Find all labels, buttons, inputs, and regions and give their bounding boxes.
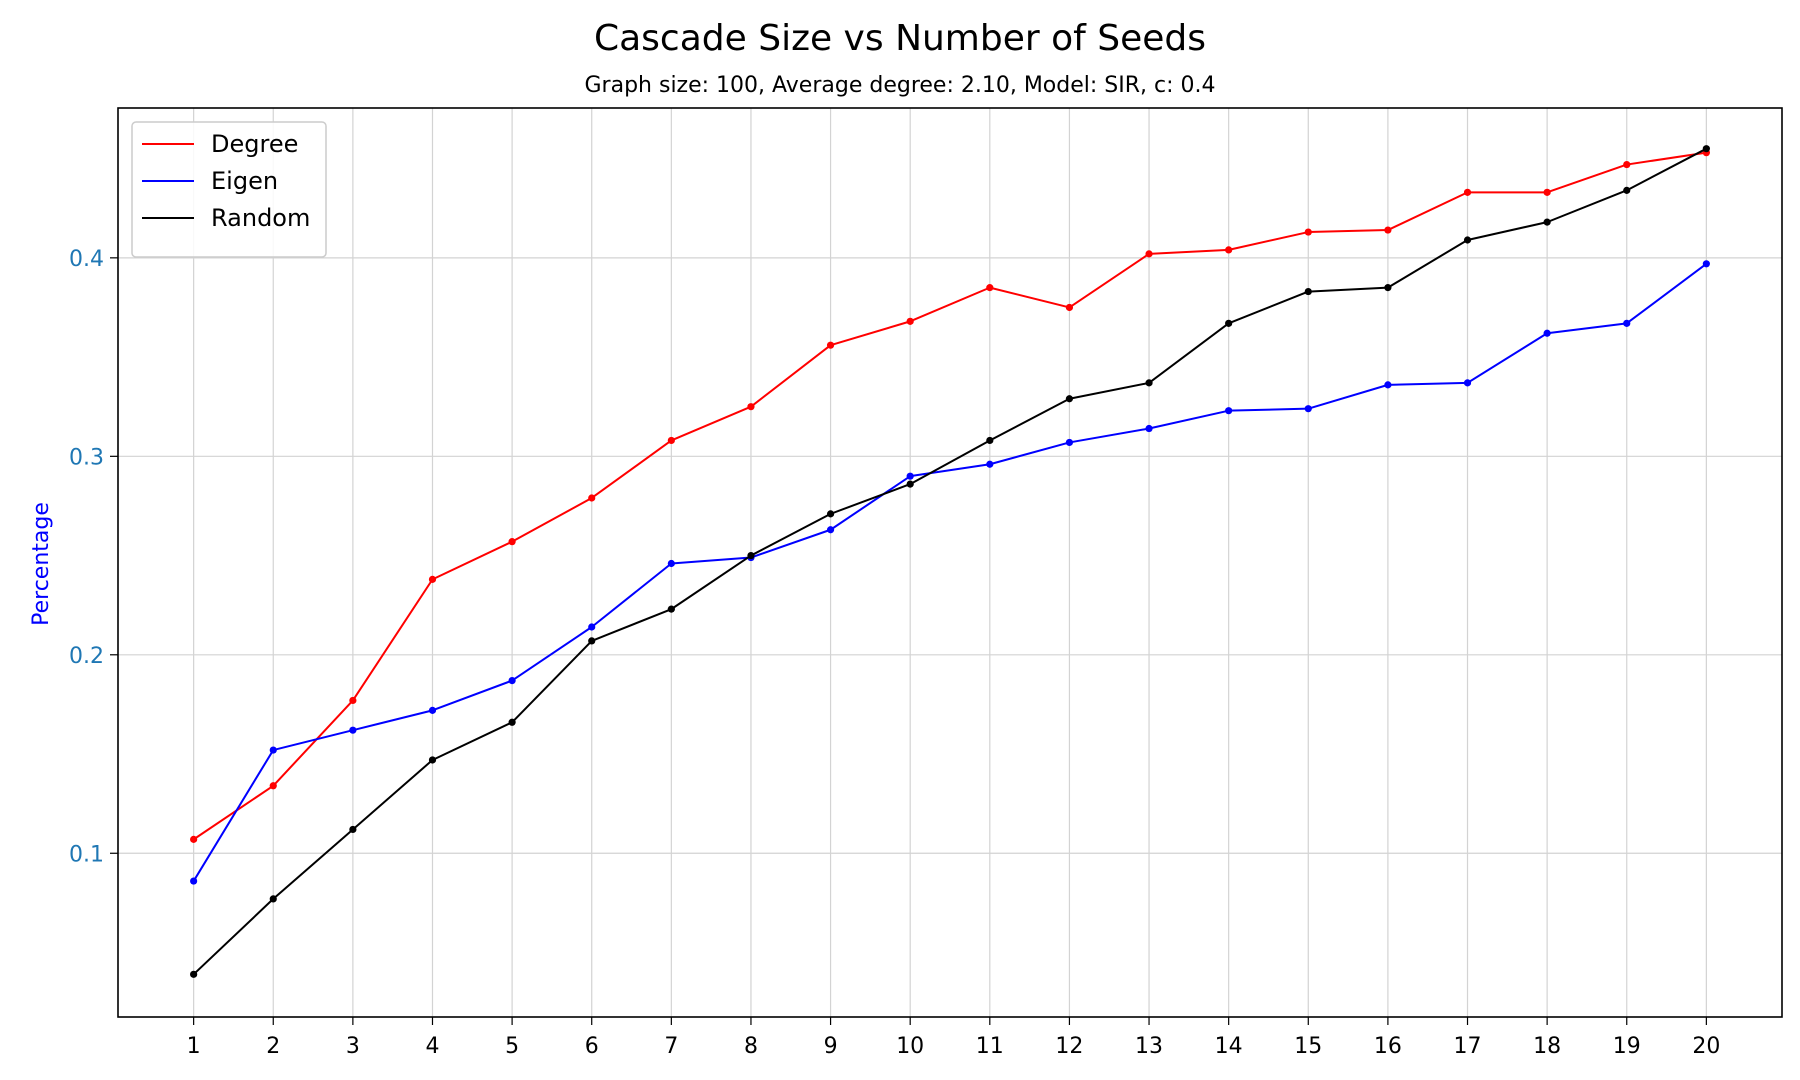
legend-label-eigen: Eigen bbox=[211, 167, 278, 195]
data-point-random bbox=[1304, 287, 1312, 296]
x-tick-label: 18 bbox=[1533, 1034, 1561, 1059]
data-point-random bbox=[826, 510, 835, 518]
data-point-eigen bbox=[269, 746, 277, 754]
legend-box bbox=[131, 121, 327, 258]
data-point-eigen bbox=[588, 623, 596, 631]
x-tick-label: 4 bbox=[425, 1034, 439, 1059]
data-point-degree bbox=[906, 317, 914, 325]
legend-label-random: Random bbox=[211, 204, 310, 232]
x-tick-label: 7 bbox=[664, 1034, 678, 1059]
data-point-degree bbox=[588, 494, 596, 502]
data-point-degree bbox=[1623, 160, 1631, 169]
data-point-degree bbox=[1225, 246, 1233, 254]
x-tick-label: 13 bbox=[1135, 1034, 1163, 1059]
data-point-random bbox=[588, 637, 596, 645]
data-point-degree bbox=[428, 575, 437, 583]
data-point-random bbox=[1623, 186, 1631, 194]
x-tick-label: 14 bbox=[1215, 1034, 1243, 1059]
x-tick-label: 20 bbox=[1692, 1034, 1720, 1059]
legend-label-degree: Degree bbox=[211, 130, 298, 158]
data-point-random bbox=[1145, 379, 1153, 387]
data-point-eigen bbox=[428, 706, 437, 714]
data-point-eigen bbox=[1623, 319, 1631, 327]
data-point-random bbox=[428, 756, 437, 764]
data-point-random bbox=[1702, 145, 1710, 153]
data-point-random bbox=[1384, 284, 1392, 292]
data-point-random bbox=[1543, 218, 1551, 226]
data-point-eigen bbox=[1145, 424, 1153, 433]
data-point-eigen bbox=[986, 460, 994, 468]
data-point-random bbox=[1065, 395, 1074, 403]
y-axis-label: Percentage bbox=[29, 502, 54, 626]
y-tick-label: 0.2 bbox=[69, 644, 104, 669]
x-tick-label: 15 bbox=[1294, 1034, 1322, 1059]
data-point-eigen bbox=[349, 726, 357, 734]
plot-frame bbox=[117, 107, 1783, 1018]
axes: 1 2 3 4 5 6 7 8 9 10 11 12 13 14 15 16 17 18 19 200.10.20.3… bbox=[69, 107, 1783, 1059]
data-point-random bbox=[986, 436, 994, 445]
series-line-eigen bbox=[192, 262, 1707, 882]
data-point-degree bbox=[1065, 303, 1074, 312]
data-point-eigen bbox=[1304, 405, 1312, 413]
data-point-degree bbox=[1304, 228, 1312, 236]
legend: Degree Eigen Random bbox=[131, 121, 327, 258]
chart-title: Cascade Size vs Number of Seeds bbox=[594, 18, 1206, 59]
data-point-random bbox=[1463, 236, 1472, 244]
data-series bbox=[190, 145, 1710, 978]
y-tick-label: 0.3 bbox=[69, 445, 104, 470]
x-tick-label: 9 bbox=[824, 1034, 838, 1059]
data-point-degree bbox=[1145, 250, 1153, 258]
data-point-random bbox=[269, 895, 277, 903]
data-point-eigen bbox=[190, 877, 198, 885]
chart-subtitle: Graph size: 100, Average degree: 2.10, M… bbox=[585, 73, 1216, 98]
data-point-eigen bbox=[1543, 329, 1551, 337]
data-point-degree bbox=[508, 538, 516, 546]
data-point-eigen bbox=[667, 559, 675, 568]
data-point-degree bbox=[986, 284, 994, 292]
data-point-degree bbox=[1463, 188, 1472, 196]
x-tick-label: 19 bbox=[1613, 1034, 1641, 1059]
series-line-random bbox=[192, 147, 1707, 976]
data-point-degree bbox=[747, 403, 755, 411]
data-point-random bbox=[906, 480, 914, 488]
data-point-random bbox=[747, 551, 755, 560]
data-point-random bbox=[349, 825, 357, 834]
x-tick-label: 2 bbox=[266, 1034, 280, 1059]
y-tick-label: 0.4 bbox=[69, 247, 104, 272]
data-point-eigen bbox=[1225, 407, 1233, 415]
x-tick-label: 12 bbox=[1055, 1034, 1083, 1059]
x-tick-label: 17 bbox=[1454, 1034, 1482, 1059]
data-point-random bbox=[190, 970, 198, 978]
data-point-eigen bbox=[1065, 438, 1074, 447]
data-point-eigen bbox=[826, 526, 835, 534]
data-point-eigen bbox=[1463, 379, 1472, 387]
data-point-degree bbox=[1543, 188, 1551, 196]
data-point-degree bbox=[1384, 226, 1392, 234]
data-point-degree bbox=[190, 835, 198, 843]
x-tick-label: 10 bbox=[896, 1034, 924, 1059]
data-point-degree bbox=[667, 436, 675, 445]
data-point-random bbox=[1225, 319, 1233, 327]
data-point-random bbox=[508, 718, 516, 726]
grid-lines bbox=[118, 108, 1782, 1017]
x-tick-label: 1 bbox=[187, 1034, 201, 1059]
data-point-random bbox=[667, 605, 675, 613]
data-point-degree bbox=[349, 696, 357, 705]
x-tick-label: 11 bbox=[976, 1034, 1004, 1059]
data-point-eigen bbox=[1702, 260, 1710, 268]
x-tick-label: 6 bbox=[585, 1034, 599, 1059]
data-point-eigen bbox=[1384, 381, 1392, 389]
data-point-eigen bbox=[906, 472, 914, 480]
x-tick-label: 8 bbox=[744, 1034, 758, 1059]
y-tick-label: 0.1 bbox=[69, 842, 104, 867]
x-tick-label: 5 bbox=[505, 1034, 519, 1059]
data-point-degree bbox=[826, 341, 835, 349]
x-tick-label: 16 bbox=[1374, 1034, 1402, 1059]
series-line-degree bbox=[193, 151, 1707, 841]
data-point-eigen bbox=[508, 676, 516, 685]
data-point-degree bbox=[269, 782, 277, 790]
x-tick-label: 3 bbox=[346, 1034, 360, 1059]
